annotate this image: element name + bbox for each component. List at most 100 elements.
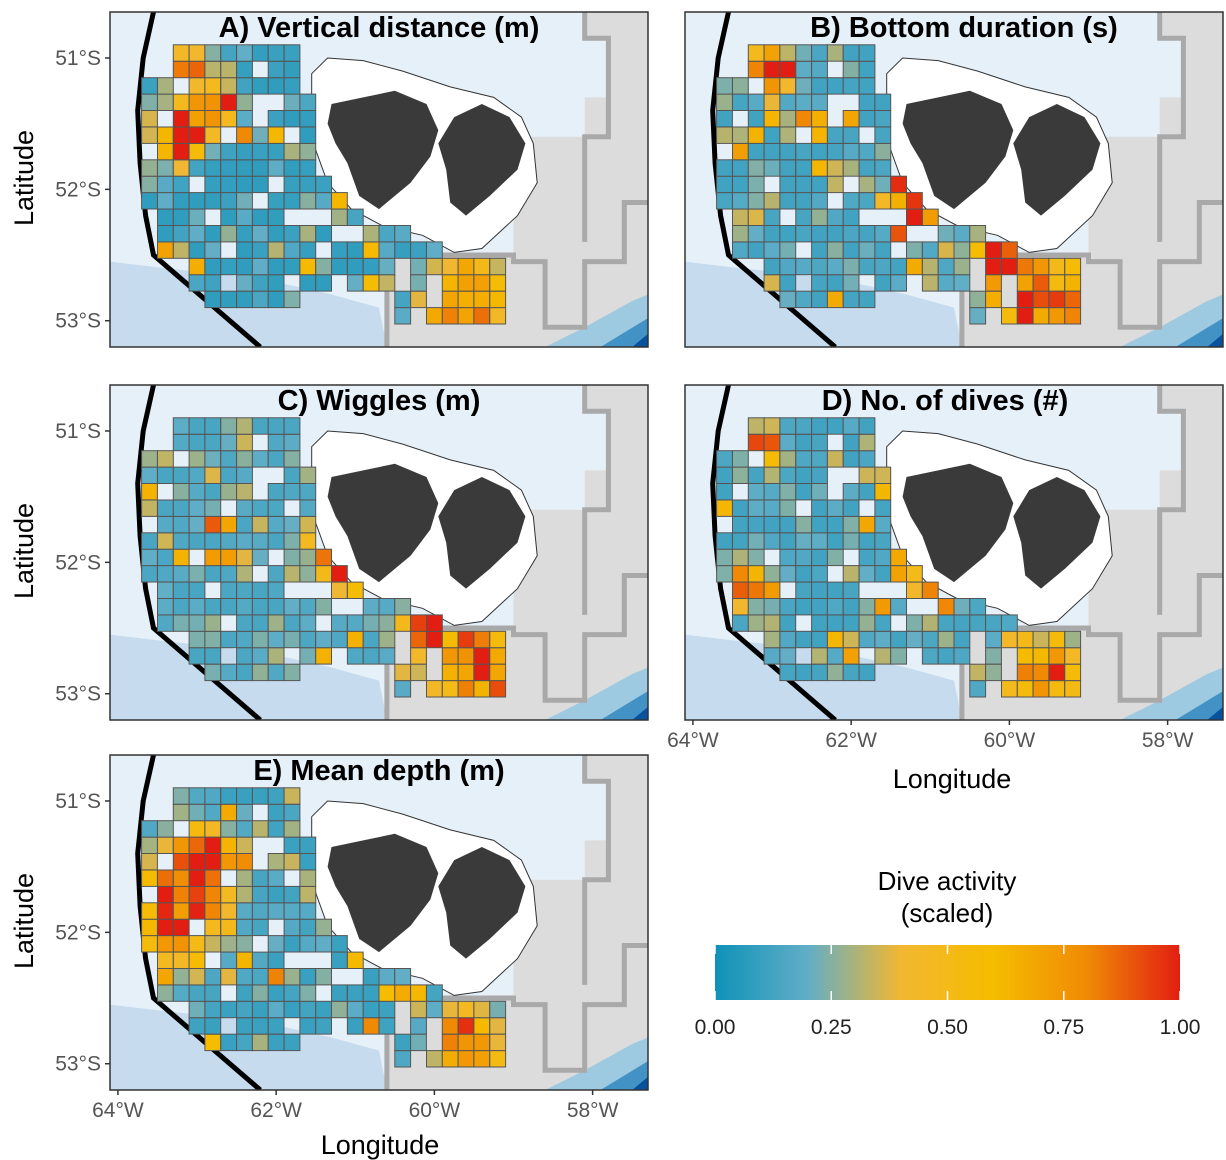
panel-frame xyxy=(684,11,1224,348)
island-west xyxy=(327,463,439,583)
panel-E: E) Mean depth (m) xyxy=(109,754,649,1091)
heat-cell xyxy=(906,630,923,649)
heat-cell xyxy=(172,565,190,583)
heat-cell xyxy=(378,968,396,986)
heat-cell xyxy=(283,159,301,177)
heat-cell xyxy=(141,820,158,838)
heat-cell xyxy=(779,274,797,292)
heat-cell xyxy=(346,984,364,1002)
heat-cell xyxy=(747,175,765,194)
heat-cell xyxy=(763,142,781,161)
heat-cell xyxy=(1016,290,1034,309)
heat-cell xyxy=(441,647,459,665)
heat-cell xyxy=(346,630,364,649)
heat-cell xyxy=(204,515,222,534)
heat-cell xyxy=(236,483,253,501)
heat-cell xyxy=(283,902,301,920)
heat-cell xyxy=(410,663,427,682)
heat-cell xyxy=(747,598,765,616)
heat-cell xyxy=(763,417,781,435)
heat-cell xyxy=(858,532,876,550)
heat-cell xyxy=(747,44,765,62)
heat-cell xyxy=(858,44,876,62)
heat-cell xyxy=(763,93,781,111)
bathymetry-deepest xyxy=(1207,706,1223,720)
heat-cell xyxy=(874,532,892,550)
heat-cell xyxy=(157,902,174,920)
heat-cell xyxy=(441,663,459,682)
heat-cell xyxy=(779,499,797,517)
heat-cell xyxy=(747,515,765,534)
heat-cell xyxy=(267,647,285,665)
heat-cell xyxy=(763,44,781,62)
heat-cell xyxy=(267,984,285,1002)
heat-cell xyxy=(826,647,844,665)
heat-cell xyxy=(362,984,380,1002)
heat-cell xyxy=(188,951,206,970)
heat-cell xyxy=(331,935,348,953)
heat-cell xyxy=(188,126,206,144)
heat-cell xyxy=(811,548,828,567)
heat-cell xyxy=(874,110,892,128)
heat-cell xyxy=(267,192,285,210)
heat-cell xyxy=(779,77,797,95)
heat-cell xyxy=(842,290,860,309)
heat-cell xyxy=(251,918,269,937)
heat-cell xyxy=(283,290,301,309)
heat-cell xyxy=(157,869,174,887)
heat-cell xyxy=(267,803,285,822)
heat-cell xyxy=(157,515,174,534)
heat-cell xyxy=(157,984,174,1002)
heat-cell xyxy=(747,433,765,452)
heat-cell xyxy=(874,614,892,632)
heat-cell xyxy=(236,614,253,632)
heat-cell xyxy=(1048,680,1066,698)
heat-cell xyxy=(457,307,475,325)
heat-cell xyxy=(826,126,844,144)
heat-cell xyxy=(378,257,396,276)
heat-cell xyxy=(858,515,876,534)
heat-cell xyxy=(220,290,238,309)
heat-cell xyxy=(378,225,396,243)
heat-cell xyxy=(969,307,987,325)
heat-cell xyxy=(1064,680,1082,698)
heat-cell xyxy=(795,433,813,452)
heat-cell xyxy=(716,548,733,567)
heat-cell xyxy=(410,257,427,276)
heat-cell xyxy=(331,951,348,970)
y-tick-label: 51°S xyxy=(55,420,101,443)
heat-cell xyxy=(267,565,285,583)
bathymetry-deeper xyxy=(600,691,648,720)
heat-cell xyxy=(763,598,781,616)
heat-cell xyxy=(220,853,238,871)
heat-cell xyxy=(267,581,285,600)
heat-cell xyxy=(267,532,285,550)
heat-cell xyxy=(299,159,317,177)
legend-tick-label: 0.00 xyxy=(695,1016,736,1039)
panel-E-title: E) Mean depth (m) xyxy=(253,755,504,787)
heat-cell xyxy=(795,159,813,177)
heat-cell xyxy=(811,630,828,649)
boundary-line xyxy=(710,12,837,347)
heat-cell xyxy=(441,1000,459,1019)
heat-cell xyxy=(763,483,781,501)
heat-cell xyxy=(172,869,190,887)
heat-cell xyxy=(299,614,317,632)
heat-cell xyxy=(763,257,781,276)
heat-cell xyxy=(283,935,301,953)
heat-cell xyxy=(251,257,269,276)
heat-cell xyxy=(299,110,317,128)
heat-cell xyxy=(763,110,781,128)
heat-cell xyxy=(457,1017,475,1035)
heat-cell xyxy=(204,803,222,822)
heat-cell xyxy=(157,241,174,259)
heat-cell xyxy=(937,225,955,243)
panel-A-title: A) Vertical distance (m) xyxy=(219,12,540,44)
heat-cell xyxy=(157,820,174,838)
heat-cell xyxy=(267,499,285,517)
heat-cell xyxy=(811,93,828,111)
heat-cell xyxy=(331,241,348,259)
heat-cell xyxy=(874,499,892,517)
heat-cell xyxy=(763,581,781,600)
boundary-line xyxy=(135,755,262,1090)
